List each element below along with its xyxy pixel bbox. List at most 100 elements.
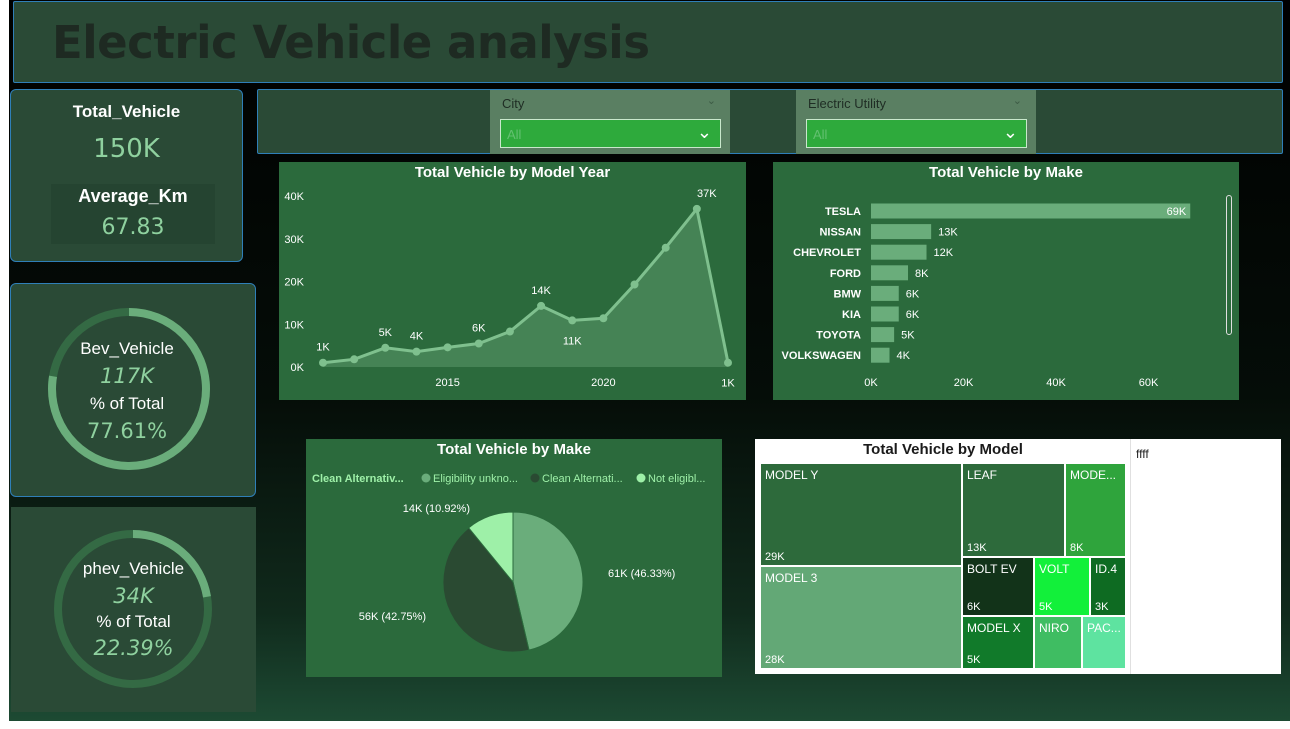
legend-item[interactable]: Clean Alternati...	[542, 473, 623, 485]
slice-label: 61K (46.33%)	[608, 568, 675, 580]
value-label: 13K	[938, 227, 958, 239]
make-pie-chart-title: Total Vehicle by Make	[437, 441, 591, 458]
phev-card[interactable]: phev_Vehicle 34K % of Total 22.39%	[11, 507, 256, 712]
treemap-tile[interactable]: VOLT 5K	[1034, 557, 1090, 616]
legend-marker[interactable]	[421, 473, 431, 483]
data-label: 1K	[316, 342, 330, 354]
total-vehicle-value: 150K	[93, 134, 160, 164]
treemap-tile-value: 28K	[765, 654, 785, 666]
treemap-tile-label: VOLT	[1039, 562, 1070, 576]
data-point[interactable]	[443, 343, 452, 352]
y-tick-label: 10K	[284, 319, 304, 331]
data-point[interactable]	[474, 339, 483, 348]
make-pie-plot: Clean Alternativ... Eligibility unkno... C…	[312, 473, 705, 653]
data-point[interactable]	[505, 327, 514, 336]
x-tick-label: 60K	[1139, 377, 1159, 389]
dashboard-canvas: Electric Vehicle analysis Total_Vehicle …	[9, 0, 1290, 721]
bar[interactable]	[871, 327, 895, 343]
bar[interactable]	[871, 285, 899, 301]
data-point[interactable]	[350, 355, 359, 364]
treemap-tile-value: 3K	[1095, 601, 1109, 613]
treemap-tile-label: MODEL X	[967, 621, 1021, 635]
category-label: TOYOTA	[816, 330, 861, 342]
chevron-down-icon[interactable]: ⌄	[1012, 95, 1022, 107]
bev-pct-value: 77.61%	[86, 419, 168, 443]
bar[interactable]	[871, 244, 927, 260]
value-label: 6K	[906, 309, 920, 321]
make-pie-chart[interactable]: Total Vehicle by Make Clean Alternativ..…	[306, 439, 722, 677]
bar[interactable]	[871, 306, 899, 322]
treemap-tile[interactable]: PAC...	[1082, 616, 1126, 669]
bev-ring-fill	[48, 308, 210, 470]
pie-slice[interactable]	[467, 511, 514, 584]
data-point[interactable]	[630, 280, 639, 289]
treemap-tile[interactable]: MODEL X 5K	[962, 616, 1034, 669]
legend-marker[interactable]	[636, 473, 646, 483]
treemap-tile-label: PAC...	[1087, 621, 1121, 635]
treemap-tile-label: BOLT EV	[967, 562, 1017, 576]
y-tick-label: 30K	[284, 234, 304, 246]
treemap-tile-value: 13K	[967, 542, 987, 554]
data-point[interactable]	[724, 358, 732, 367]
legend-item[interactable]: Eligibility unkno...	[433, 473, 518, 485]
data-label: 4K	[410, 331, 424, 343]
area-fill	[323, 208, 728, 367]
chevron-down-icon[interactable]: ⌄	[1002, 122, 1018, 142]
treemap-area: MODEL Y 29K MODEL 3 28K LEAF 13K MODE... 8K BOLT…	[760, 463, 1126, 669]
x-tick-label: 0K	[864, 377, 878, 389]
pie-slice[interactable]	[512, 511, 584, 651]
treemap-tile[interactable]: ID.4 3K	[1090, 557, 1126, 616]
data-point[interactable]	[412, 347, 421, 356]
category-label: TESLA	[825, 206, 861, 218]
data-point[interactable]	[381, 343, 390, 352]
data-point[interactable]	[537, 301, 546, 310]
treemap-tile-value: 5K	[967, 654, 981, 666]
city-dropdown-value: All	[507, 127, 522, 142]
model-treemap-panel[interactable]: Total Vehicle by Model MODEL Y 29K MODEL 3…	[755, 439, 1281, 674]
data-point[interactable]	[661, 243, 670, 252]
value-label: 8K	[915, 268, 929, 280]
average-km-value: 67.83	[101, 215, 165, 240]
treemap-tile[interactable]: MODEL 3 28K	[760, 566, 962, 669]
make-bar-chart[interactable]: Total Vehicle by Make TESLA 69K NISSAN 13K C…	[773, 162, 1239, 400]
bar[interactable]	[871, 224, 932, 240]
bar[interactable]	[871, 347, 890, 363]
treemap-tile-value: 29K	[765, 551, 785, 563]
y-tick-label: 20K	[284, 277, 304, 289]
phev-pct-value: 22.39%	[93, 636, 174, 660]
make-bar-chart-title: Total Vehicle by Make	[929, 164, 1083, 181]
city-slicer[interactable]: City ⌄ All ⌄	[490, 90, 730, 154]
treemap-tile[interactable]: MODEL Y 29K	[760, 463, 962, 566]
data-point[interactable]	[568, 316, 577, 325]
treemap-tile[interactable]: BOLT EV 6K	[962, 557, 1034, 616]
model-year-chart-title: Total Vehicle by Model Year	[414, 164, 611, 181]
legend-item[interactable]: Not eligibl...	[648, 473, 705, 485]
bar[interactable]	[871, 203, 1191, 219]
bar-chart-scrollbar[interactable]	[1226, 195, 1232, 335]
electric-utility-dropdown[interactable]: All ⌄	[806, 119, 1027, 148]
data-point[interactable]	[692, 204, 701, 213]
treemap-tile[interactable]: MODE... 8K	[1065, 463, 1126, 557]
model-year-chart[interactable]: Total Vehicle by Model Year 0K 10K 20K 30K 4…	[279, 162, 746, 400]
phev-ring-gauge	[54, 530, 212, 688]
treemap-tile-label: LEAF	[967, 468, 998, 482]
data-point[interactable]	[319, 358, 327, 367]
electric-utility-slicer[interactable]: Electric Utility ⌄ All ⌄	[796, 90, 1036, 154]
treemap-tile[interactable]: LEAF 13K	[962, 463, 1065, 557]
phev-pct-label: % of Total	[96, 612, 171, 631]
pie-slice[interactable]	[442, 527, 530, 653]
chevron-down-icon[interactable]: ⌄	[706, 95, 716, 107]
electric-utility-slicer-title: Electric Utility	[808, 96, 887, 111]
filter-bar: City ⌄ All ⌄ Electric Utility ⌄ All ⌄	[257, 89, 1283, 154]
chevron-down-icon[interactable]: ⌄	[696, 122, 712, 142]
category-label: KIA	[842, 309, 861, 321]
city-dropdown[interactable]: All ⌄	[500, 119, 721, 148]
bev-card[interactable]: Bev_Vehicle 117K % of Total 77.61%	[10, 283, 256, 497]
treemap-tile[interactable]: NIRO	[1034, 616, 1082, 669]
treemap-tile-label: ID.4	[1095, 562, 1118, 576]
kpi-card[interactable]: Total_Vehicle 150K Average_Km 67.83	[10, 89, 243, 262]
legend-marker[interactable]	[530, 473, 540, 483]
bar[interactable]	[871, 265, 909, 281]
value-label: 69K	[1167, 206, 1187, 218]
data-point[interactable]	[599, 314, 608, 323]
